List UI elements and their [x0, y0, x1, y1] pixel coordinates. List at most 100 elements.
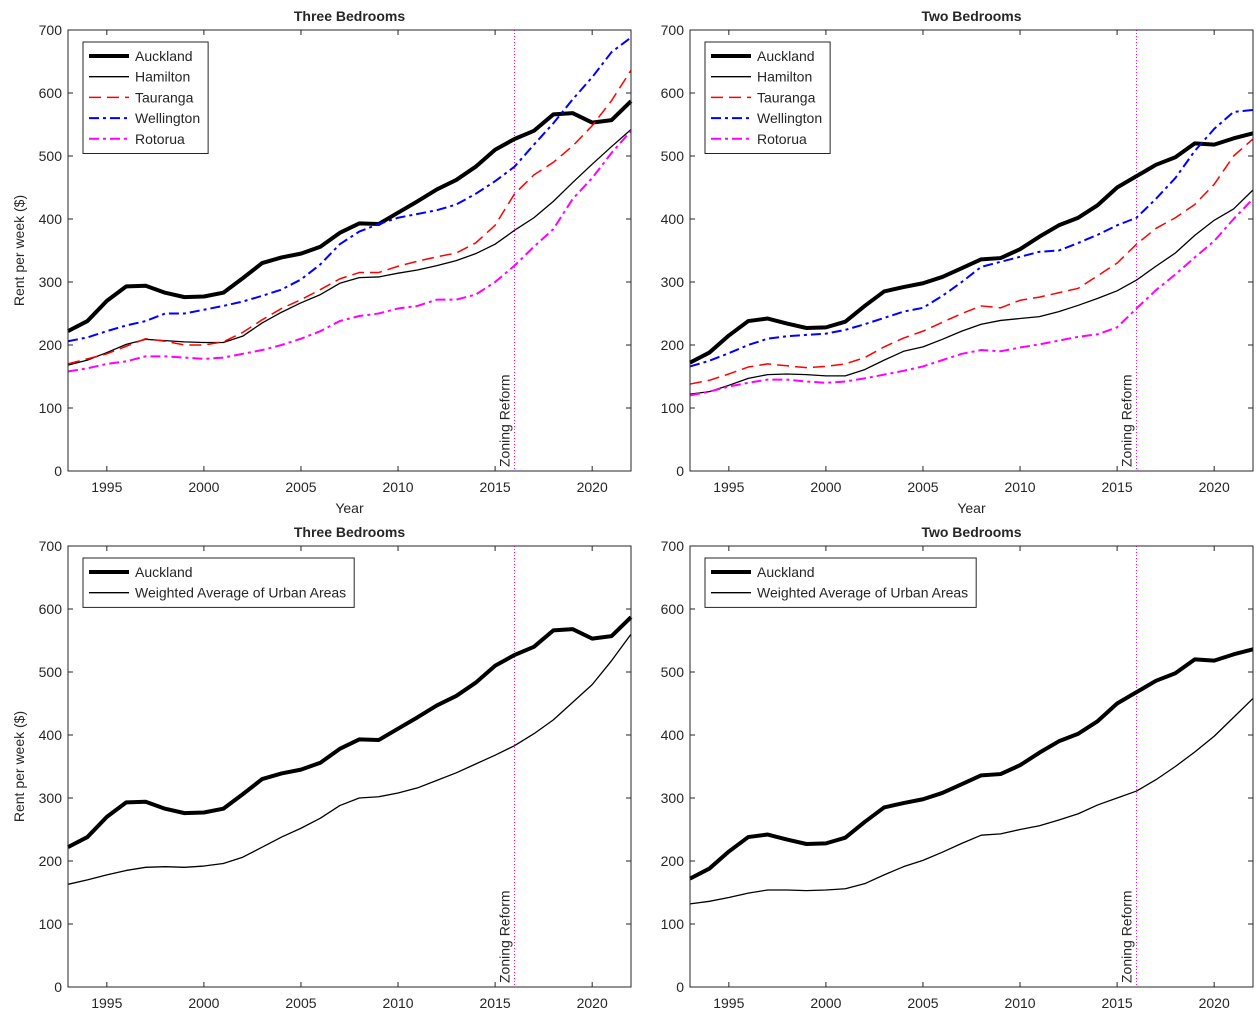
- y-tick-label: 400: [39, 727, 63, 743]
- annotation-text: Zoning Reform: [1119, 890, 1135, 983]
- x-tick-label: 1995: [713, 479, 744, 495]
- chart-title: Two Bedrooms: [921, 8, 1021, 24]
- y-tick-label: 400: [661, 211, 685, 227]
- y-tick-label: 0: [54, 463, 62, 479]
- legend-label: Rotorua: [757, 131, 807, 147]
- chart-title: Three Bedrooms: [294, 8, 405, 24]
- y-tick-label: 300: [661, 790, 685, 806]
- x-tick-label: 2010: [1004, 479, 1035, 495]
- subplot: Zoning Reform 0 100 200 300 400 500 600 700 1995 2…: [11, 524, 633, 1011]
- legend-label: Hamilton: [135, 69, 190, 85]
- x-tick-label: 1995: [91, 995, 122, 1011]
- x-tick-label: 2015: [480, 479, 511, 495]
- y-tick-label: 100: [661, 400, 685, 416]
- x-axis-label: Year: [957, 500, 986, 516]
- y-tick-label: 700: [39, 538, 63, 554]
- y-tick-label: 500: [661, 664, 685, 680]
- series-line: [689, 138, 1254, 385]
- x-tick-label: 2015: [1102, 479, 1133, 495]
- legend-label: Hamilton: [757, 69, 812, 85]
- y-tick-label: 300: [39, 274, 63, 290]
- axes-box: [689, 545, 1254, 988]
- x-tick-label: 2005: [285, 479, 316, 495]
- annotation-text: Zoning Reform: [497, 374, 513, 467]
- y-tick-label: 100: [39, 916, 63, 932]
- series-line: [67, 69, 632, 365]
- series-line: [689, 697, 1254, 905]
- y-tick-label: 300: [661, 274, 685, 290]
- y-tick-label: 500: [661, 148, 685, 164]
- legend-label: Auckland: [135, 564, 193, 580]
- y-tick-label: 100: [39, 400, 63, 416]
- series-line: [689, 647, 1254, 881]
- legend-label: Tauranga: [135, 89, 194, 105]
- x-tick-label: 2000: [810, 995, 841, 1011]
- legend-box: [704, 41, 831, 154]
- y-tick-label: 0: [676, 979, 684, 995]
- x-tick-label: 1995: [91, 479, 122, 495]
- legend-box: [82, 41, 209, 154]
- y-tick-label: 200: [661, 337, 685, 353]
- subplot: Zoning Reform 0 100 200 300 400 500 600 700 1995 2…: [661, 8, 1254, 516]
- legend: Auckland Weighted Average of Urban Areas: [82, 557, 355, 608]
- y-tick-label: 600: [39, 601, 63, 617]
- y-tick-label: 400: [661, 727, 685, 743]
- x-tick-label: 2020: [1199, 995, 1230, 1011]
- legend-box: [704, 557, 977, 608]
- legend-box: [82, 557, 355, 608]
- y-tick-label: 0: [676, 463, 684, 479]
- x-tick-label: 2020: [577, 995, 608, 1011]
- axes-box: [689, 29, 1254, 472]
- series-line: [689, 109, 1254, 368]
- x-tick-label: 2000: [810, 479, 841, 495]
- series-line: [689, 189, 1254, 395]
- subplot: Zoning Reform 0 100 200 300 400 500 600 700 1995 2…: [11, 8, 633, 516]
- x-tick-label: 2000: [188, 995, 219, 1011]
- series-line: [67, 615, 633, 849]
- x-tick-label: 2010: [382, 995, 413, 1011]
- y-tick-label: 200: [661, 853, 685, 869]
- x-tick-label: 2020: [577, 479, 608, 495]
- y-tick-label: 600: [39, 85, 63, 101]
- y-tick-label: 200: [39, 337, 63, 353]
- y-axis-label: Rent per week ($): [11, 195, 27, 306]
- legend-label: Wellington: [757, 110, 822, 126]
- y-tick-label: 500: [39, 148, 63, 164]
- legend-label: Rotorua: [135, 131, 185, 147]
- x-tick-label: 2010: [1004, 995, 1035, 1011]
- y-tick-label: 100: [661, 916, 685, 932]
- plot-area: [690, 546, 1253, 987]
- legend-label: Auckland: [135, 48, 193, 64]
- x-axis-label: Year: [335, 500, 364, 516]
- x-tick-label: 2020: [1199, 479, 1230, 495]
- plot-area: [68, 546, 631, 987]
- x-tick-label: 2015: [480, 995, 511, 1011]
- annotation-text: Zoning Reform: [1119, 374, 1135, 467]
- y-tick-label: 700: [661, 538, 685, 554]
- subplot: Zoning Reform 0 100 200 300 400 500 600 700 1995 2…: [661, 524, 1254, 1011]
- annotation-text: Zoning Reform: [497, 890, 513, 983]
- legend: Auckland Hamilton Tauranga Wellington Rotoru…: [704, 41, 831, 154]
- x-tick-label: 2015: [1102, 995, 1133, 1011]
- series-line: [689, 131, 1254, 365]
- legend-label: Weighted Average of Urban Areas: [135, 585, 346, 601]
- legend-label: Tauranga: [757, 89, 816, 105]
- axes-box: [67, 545, 632, 988]
- x-tick-label: 2005: [907, 995, 938, 1011]
- y-tick-label: 400: [39, 211, 63, 227]
- series-line: [67, 130, 632, 373]
- axes-box: [67, 29, 632, 472]
- chart-title: Two Bedrooms: [921, 524, 1021, 540]
- y-tick-label: 600: [661, 85, 685, 101]
- legend-label: Auckland: [757, 48, 815, 64]
- legend: Auckland Hamilton Tauranga Wellington Rotoru…: [82, 41, 209, 154]
- legend-label: Auckland: [757, 564, 815, 580]
- y-axis-label: Rent per week ($): [11, 711, 27, 822]
- x-tick-label: 1995: [713, 995, 744, 1011]
- x-tick-label: 2005: [285, 995, 316, 1011]
- x-tick-label: 2010: [382, 479, 413, 495]
- legend: Auckland Weighted Average of Urban Areas: [704, 557, 977, 608]
- legend-label: Wellington: [135, 110, 200, 126]
